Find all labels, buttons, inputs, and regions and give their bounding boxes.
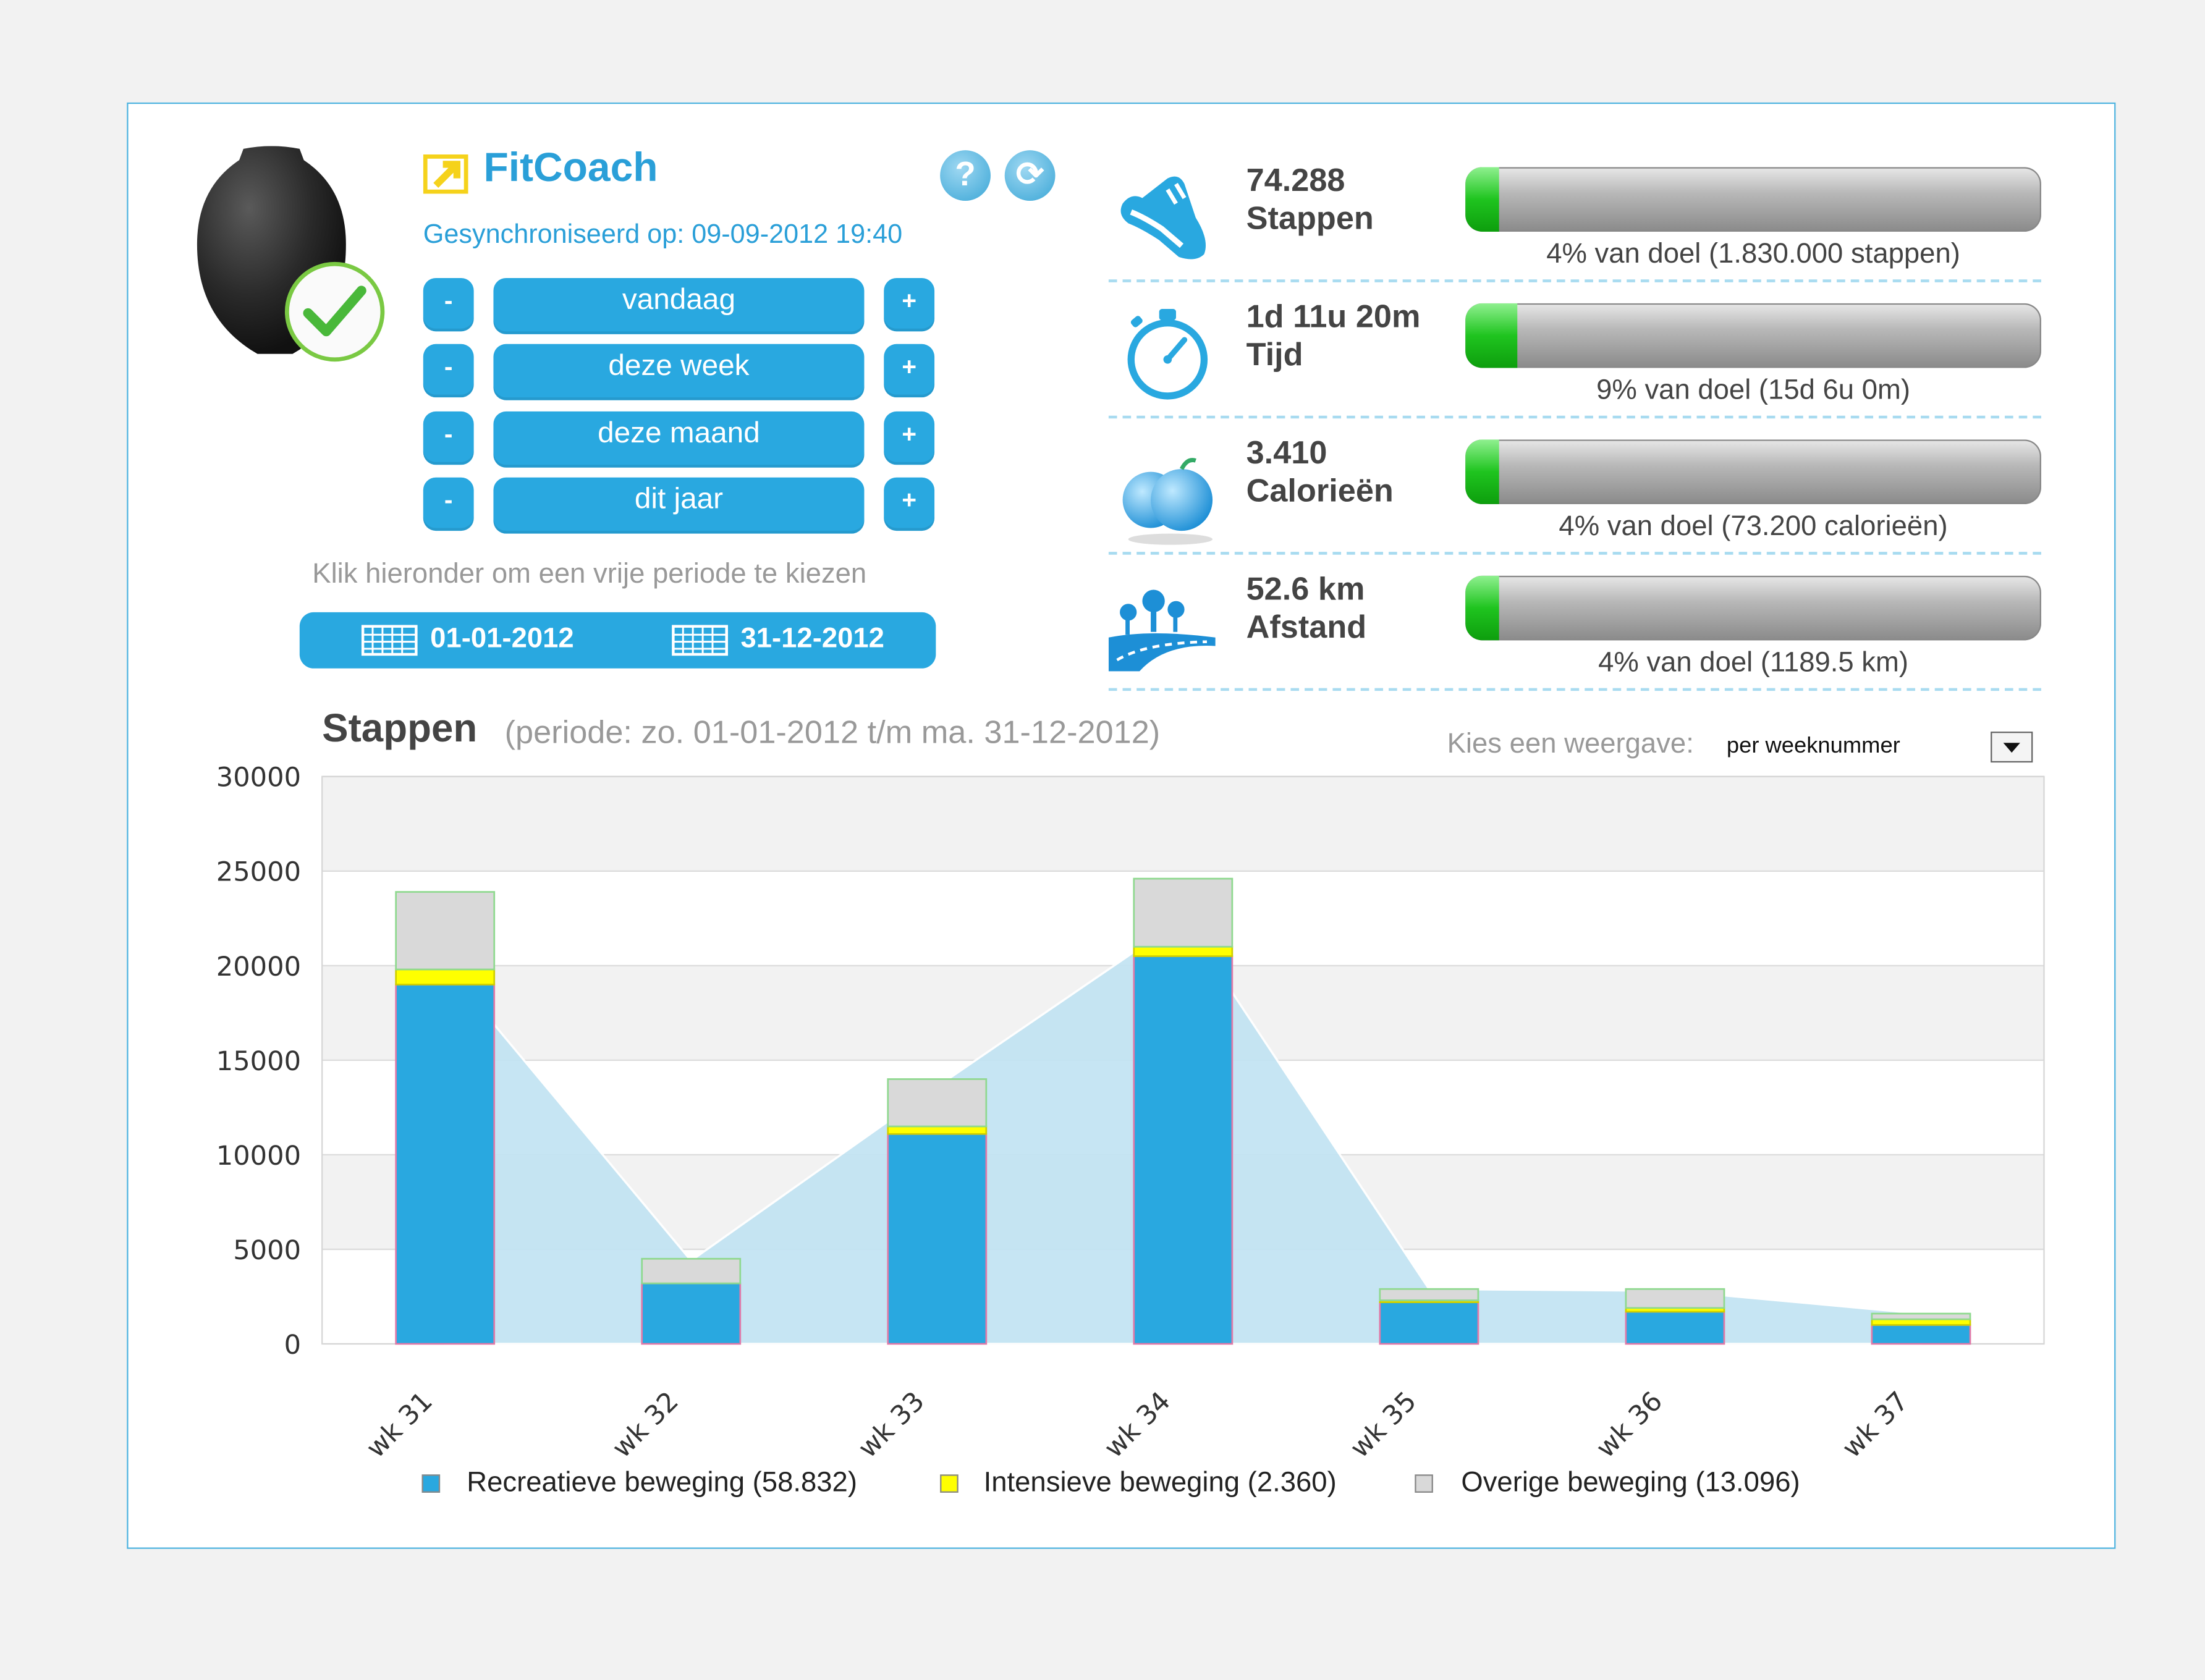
- period-button[interactable]: dit jaar: [493, 477, 865, 534]
- stat-value: 52.6 km: [1246, 570, 1365, 607]
- goal-progress-fill: [1465, 167, 1499, 232]
- fitcoach-logo-icon: [423, 154, 468, 194]
- legend-item[interactable]: Overige beweging (13.096): [1461, 1467, 1800, 1498]
- stat-separator: [1108, 688, 2041, 691]
- stat-separator: [1108, 279, 2041, 282]
- goal-progress-bar: [1465, 303, 2041, 368]
- legend-item[interactable]: Intensieve beweging (2.360): [983, 1467, 1337, 1498]
- legend-item[interactable]: Recreatieve beweging (58.832): [467, 1467, 857, 1498]
- calendar-to-icon[interactable]: [672, 625, 728, 656]
- date-from[interactable]: 01-01-2012: [430, 623, 574, 655]
- period-button[interactable]: deze week: [493, 344, 865, 400]
- goal-progress-bar: [1465, 167, 2041, 232]
- goal-text: 9% van doel (15d 6u 0m): [1596, 374, 1910, 406]
- legend-swatch: [940, 1474, 959, 1493]
- stat-label: Tijd: [1246, 336, 1303, 373]
- date-to[interactable]: 31-12-2012: [740, 623, 884, 655]
- stat-value: 1d 11u 20m: [1246, 297, 1421, 334]
- period-minus-button[interactable]: -: [423, 411, 474, 465]
- view-dropdown-button[interactable]: [1991, 732, 2033, 763]
- chart-period: (periode: zo. 01-01-2012 t/m ma. 31-12-2…: [504, 713, 1161, 750]
- stat-value: 74.288: [1246, 161, 1345, 198]
- legend-swatch: [1415, 1474, 1433, 1493]
- stat-separator: [1108, 415, 2041, 419]
- period-plus-button[interactable]: +: [884, 411, 935, 465]
- stat-label: Calorieën: [1246, 471, 1394, 509]
- goal-text: 4% van doel (1189.5 km): [1598, 647, 1909, 678]
- check-icon: [284, 261, 385, 362]
- goal-text: 4% van doel (73.200 calorieën): [1559, 511, 1948, 542]
- help-icon[interactable]: ?: [940, 150, 991, 201]
- view-label: Kies een weergave:: [1447, 728, 1694, 760]
- free-period-hint: Klik hieronder om een vrije periode te k…: [312, 559, 867, 590]
- view-select-value[interactable]: per weeknummer: [1726, 734, 1900, 759]
- sync-status: Gesynchroniseerd op: 09-09-2012 19:40: [423, 220, 903, 250]
- goal-progress-fill: [1465, 439, 1499, 504]
- goal-progress-bar: [1465, 575, 2041, 641]
- date-range-bar: 01-01-2012 31-12-2012: [299, 612, 936, 669]
- stat-label: Afstand: [1246, 608, 1367, 645]
- stat-separator: [1108, 552, 2041, 555]
- period-minus-button[interactable]: -: [423, 344, 474, 398]
- period-plus-button[interactable]: +: [884, 477, 935, 531]
- calendar-from-icon[interactable]: [361, 625, 418, 656]
- legend-swatch: [421, 1474, 441, 1493]
- road-icon: [1108, 589, 1216, 672]
- apples-icon: [1122, 458, 1213, 545]
- stopwatch-icon: [1127, 308, 1208, 400]
- goal-progress-fill: [1465, 303, 1517, 368]
- shoe-icon: [1120, 176, 1206, 260]
- period-minus-button[interactable]: -: [423, 277, 474, 332]
- chart-title: Stappen: [322, 706, 478, 750]
- period-plus-button[interactable]: +: [884, 344, 935, 398]
- refresh-icon[interactable]: ⟳: [1004, 150, 1056, 201]
- app-title: FitCoach: [483, 146, 658, 192]
- stat-label: Stappen: [1246, 199, 1374, 236]
- period-button[interactable]: deze maand: [493, 411, 865, 468]
- stat-value: 3.410: [1246, 434, 1327, 471]
- goal-text: 4% van doel (1.830.000 stappen): [1546, 238, 1960, 270]
- period-plus-button[interactable]: +: [884, 277, 935, 332]
- period-button[interactable]: vandaag: [493, 277, 865, 334]
- goal-progress-bar: [1465, 439, 2041, 504]
- goal-progress-fill: [1465, 575, 1499, 641]
- period-minus-button[interactable]: -: [423, 477, 474, 531]
